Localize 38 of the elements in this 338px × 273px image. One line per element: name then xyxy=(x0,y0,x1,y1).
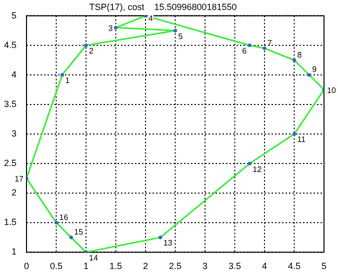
x-tick-label: 1.5 xyxy=(110,261,122,272)
chart-title: TSP(17), cost 15.50996800181550 xyxy=(89,2,237,12)
annotation: 12 xyxy=(252,164,262,174)
annotation: 9 xyxy=(312,65,318,74)
x-tick-label: 2.5 xyxy=(169,261,182,272)
annotation: 4 xyxy=(148,14,154,24)
x-tick-label: 0 xyxy=(24,261,30,272)
annotation: 10 xyxy=(327,86,336,95)
x-tick-label: 3.5 xyxy=(228,261,242,272)
x-tick-label: 3 xyxy=(202,261,208,272)
x-tick-label: 1 xyxy=(84,261,89,272)
annotation: 13 xyxy=(163,238,173,248)
annotation: 14 xyxy=(89,253,98,262)
x-tick-label: 4 xyxy=(262,261,268,272)
y-tick-label: 1.5 xyxy=(4,217,17,228)
y-tick-label: 5 xyxy=(11,10,17,20)
y-tick-label: 3 xyxy=(11,128,17,138)
annotation: 8 xyxy=(297,50,302,60)
x-tick-label: 5 xyxy=(321,261,327,272)
annotation: 16 xyxy=(59,212,69,222)
annotation: 17 xyxy=(14,174,24,184)
y-tick-label: 3.5 xyxy=(4,98,17,109)
annotation: 5 xyxy=(178,32,184,41)
y-tick-label: 4 xyxy=(11,69,17,80)
annotation: 3 xyxy=(108,24,114,33)
y-tick-label: 2.5 xyxy=(4,158,17,168)
x-tick-label: 0.5 xyxy=(50,261,63,272)
y-tick-label: 1 xyxy=(11,246,17,257)
annotation: 6 xyxy=(242,46,248,56)
x-tick-label: 2 xyxy=(143,261,148,272)
annotation: 2 xyxy=(89,46,94,56)
annotation: 15 xyxy=(74,228,84,237)
y-tick-label: 2 xyxy=(11,188,17,198)
x-tick-label: 4.5 xyxy=(288,261,301,272)
annotation: 7 xyxy=(268,38,272,48)
annotation: 11 xyxy=(297,135,306,144)
y-tick-label: 4.5 xyxy=(4,40,17,50)
annotation: 1 xyxy=(65,76,70,86)
